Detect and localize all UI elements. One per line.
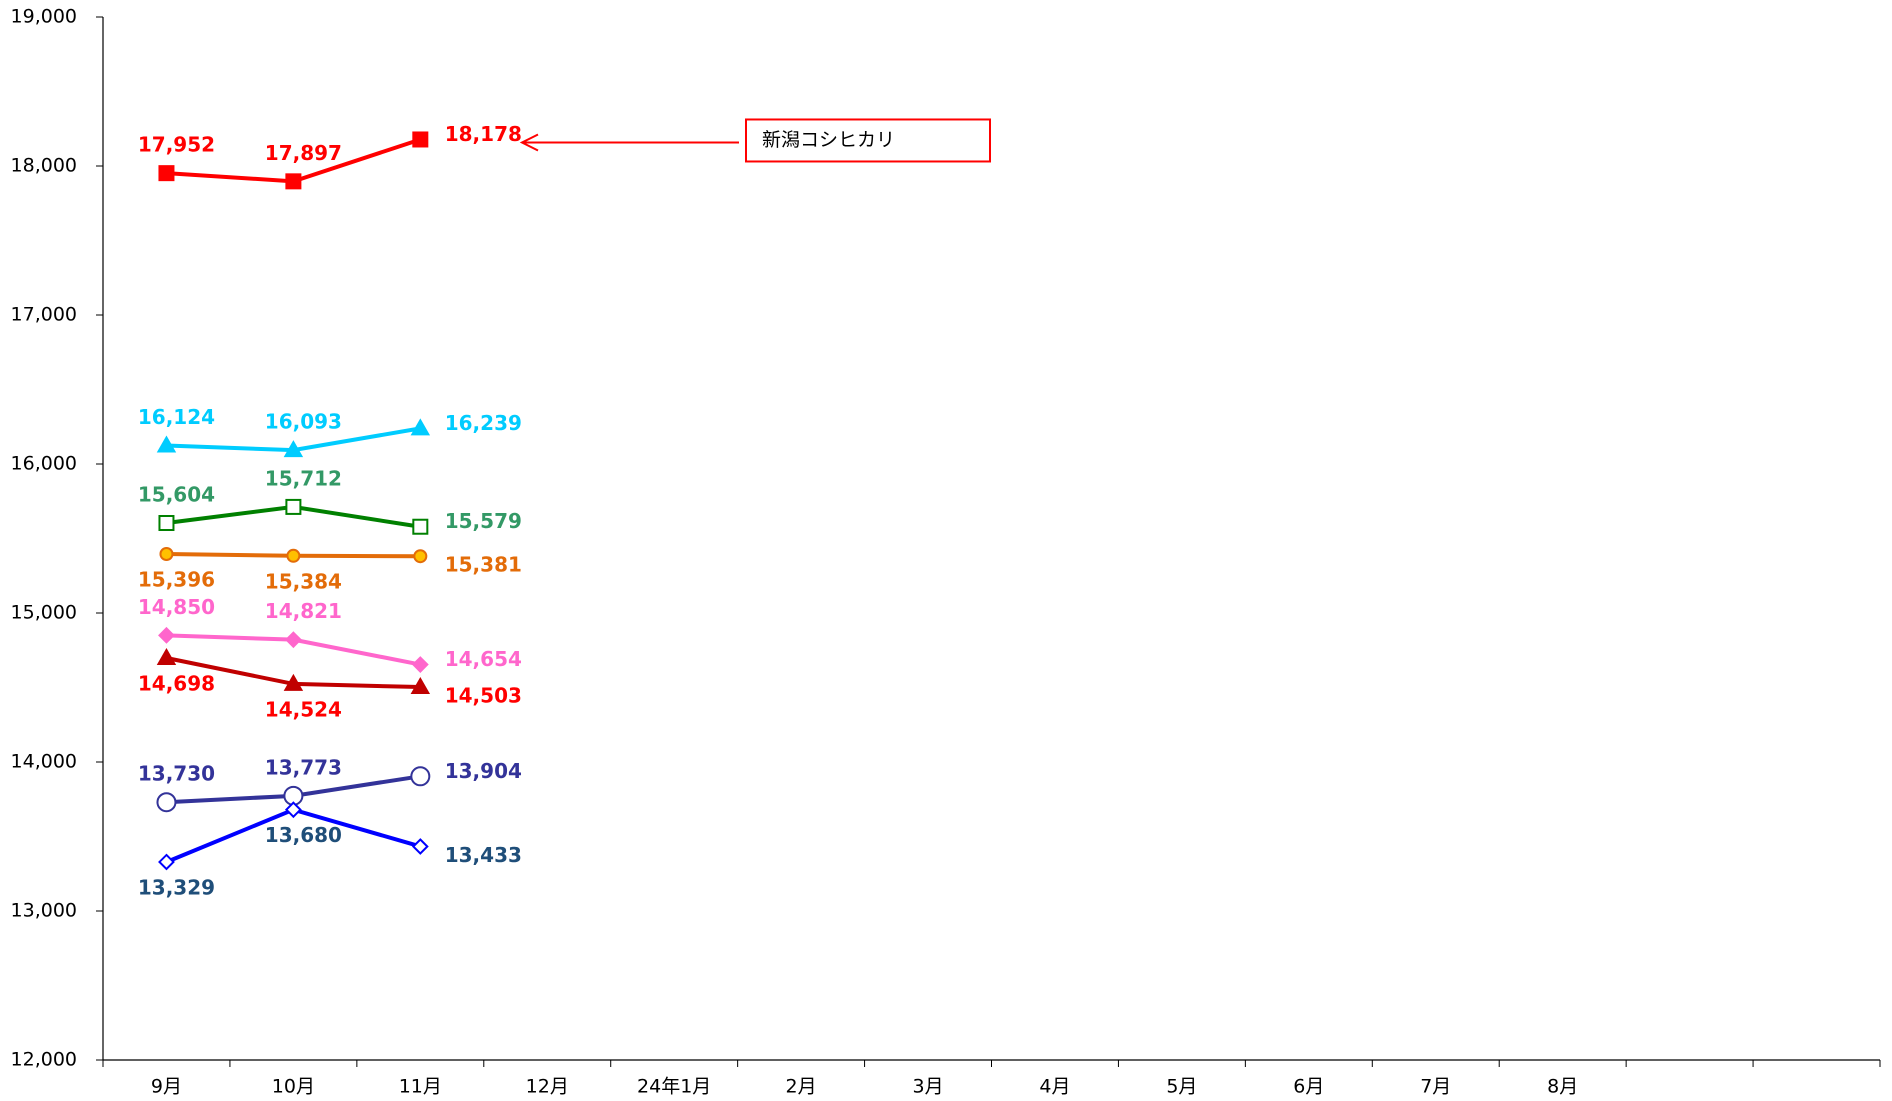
marker [283,673,304,691]
value-label: 15,381 [445,553,522,577]
value-label: 16,239 [445,411,522,435]
value-label: 15,604 [138,483,215,507]
marker [412,518,429,535]
y-tick-label: 12,000 [11,1049,77,1071]
value-label: 13,680 [265,823,342,847]
annotation-label: 新潟コシヒカリ [762,129,895,151]
marker [156,647,177,665]
x-tick-label: 9月 [151,1076,182,1098]
x-tick-label: 24年1月 [637,1076,711,1098]
y-tick-label: 16,000 [11,453,77,475]
marker [158,165,175,182]
value-label: 13,329 [138,875,215,899]
value-label: 13,904 [445,759,522,783]
y-tick-label: 13,000 [11,900,77,922]
marker [413,549,428,564]
x-tick-label: 7月 [1420,1076,1451,1098]
marker [286,548,301,563]
x-tick-label: 11月 [399,1076,442,1098]
value-label: 17,952 [138,133,215,157]
x-tick-label: 10月 [272,1076,315,1098]
x-tick-label: 5月 [1166,1076,1197,1098]
marker [285,173,302,190]
x-tick-label: 12月 [526,1076,569,1098]
value-label: 14,821 [265,599,342,623]
marker [156,792,177,813]
x-tick-label: 6月 [1293,1076,1324,1098]
value-label: 16,093 [265,410,342,434]
value-label: 17,897 [265,141,342,165]
marker [410,766,431,787]
x-tick-label: 3月 [912,1076,943,1098]
value-label: 15,712 [265,466,342,490]
marker [285,498,302,515]
marker [410,677,431,695]
value-label: 14,654 [445,647,522,671]
value-label: 14,850 [138,595,215,619]
marker [158,853,175,871]
y-tick-label: 19,000 [11,6,77,28]
y-tick-label: 14,000 [11,751,77,773]
marker [410,418,431,436]
value-label: 18,178 [445,122,522,146]
y-tick-label: 15,000 [11,602,77,624]
marker [411,838,429,855]
value-label: 15,396 [138,567,215,591]
marker [283,440,304,458]
annotation-box [745,118,991,163]
marker [156,435,177,453]
x-tick-label: 2月 [786,1076,817,1098]
marker [284,801,302,819]
y-tick-label: 18,000 [11,155,77,177]
value-label: 13,730 [138,762,215,786]
value-label: 13,433 [445,843,522,867]
x-tick-label: 4月 [1039,1076,1070,1098]
marker [158,515,175,532]
marker [411,656,429,673]
value-label: 13,773 [265,755,342,779]
marker [284,631,302,649]
value-label: 14,698 [138,671,215,695]
marker [159,546,174,561]
annotation-arrowhead [519,133,539,152]
value-label: 14,524 [265,697,342,721]
value-label: 16,124 [138,405,215,429]
marker [158,626,175,644]
marker [412,131,429,148]
value-label: 15,384 [265,569,342,593]
y-tick-label: 17,000 [11,304,77,326]
value-label: 15,579 [445,509,522,533]
x-tick-label: 8月 [1547,1076,1578,1098]
value-label: 14,503 [445,684,522,708]
